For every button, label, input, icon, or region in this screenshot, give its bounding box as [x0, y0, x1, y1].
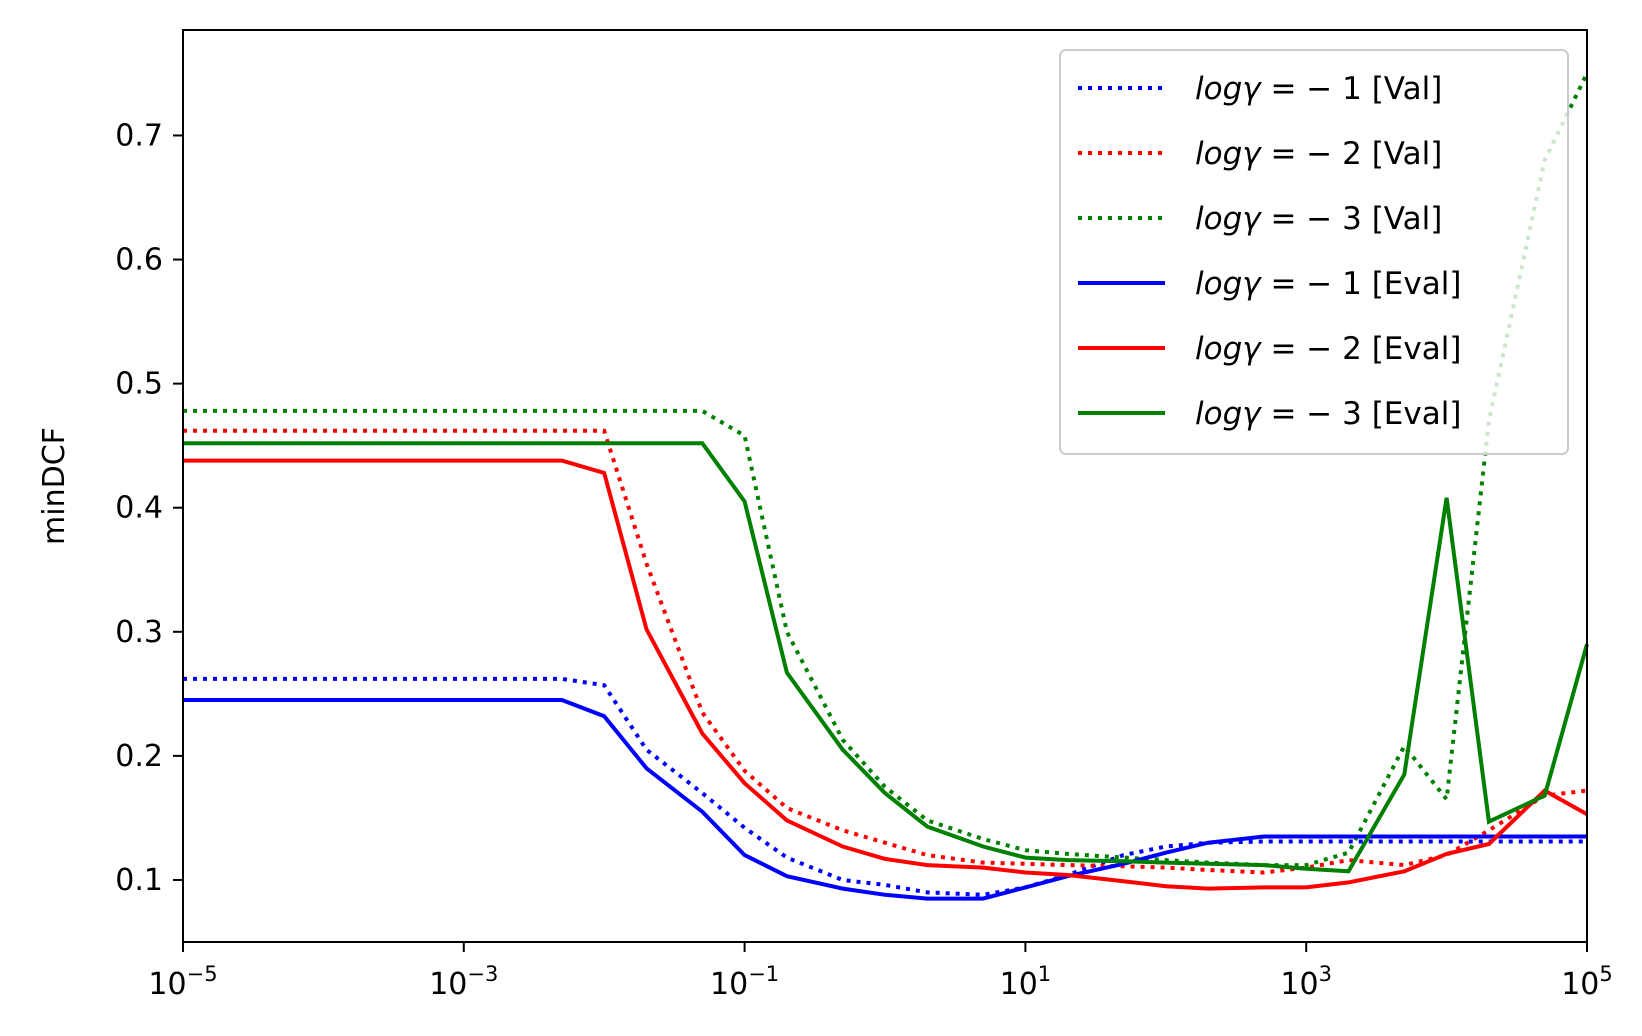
legend-entry-label: logγ = − 2 [Val] — [1195, 136, 1442, 172]
legend-entry-label: logγ = − 1 [Val] — [1195, 71, 1442, 107]
legend-box — [1059, 49, 1569, 455]
legend-entry-label: logγ = − 1 [Eval] — [1195, 266, 1461, 302]
y-tick-label: 0.7 — [115, 118, 163, 153]
x-tick-label: 10−5 — [148, 962, 217, 1002]
legend-entry-label: logγ = − 2 [Eval] — [1195, 331, 1461, 367]
series-line-6 — [183, 441, 1589, 874]
y-tick-label: 0.6 — [115, 243, 163, 278]
x-tick-label: 103 — [1280, 962, 1332, 1002]
y-tick-label: 0.2 — [115, 739, 163, 774]
plot-frame — [182, 29, 1588, 943]
x-tick-label: 10−3 — [429, 962, 498, 1002]
legend-entry-label: logγ = − 3 [Eval] — [1195, 396, 1461, 432]
y-tick-label: 0.1 — [115, 863, 163, 898]
legend: logγ = − 1 [Val] logγ = − 2 [Val] logγ = −… — [1059, 49, 1569, 455]
series-line-5 — [183, 458, 1588, 891]
y-tick-label: 0.4 — [115, 491, 163, 526]
x-tick-label: 101 — [1000, 962, 1052, 1002]
y-tick-label: 0.3 — [115, 615, 163, 650]
x-axis: 10−5 10−3 10−1 101 103 105 — [148, 942, 1613, 1002]
x-tick-label: 105 — [1561, 962, 1613, 1002]
x-tick-label: 10−1 — [710, 962, 779, 1002]
y-axis: 0.1 0.2 0.3 0.4 0.5 0.6 0.7 — [115, 118, 183, 898]
y-axis-title: minDCF — [37, 427, 72, 545]
y-tick-label: 0.5 — [115, 367, 163, 402]
series-line-4 — [183, 698, 1587, 901]
series-layer — [183, 72, 1589, 901]
legend-entry-label: logγ = − 3 [Val] — [1195, 201, 1442, 237]
